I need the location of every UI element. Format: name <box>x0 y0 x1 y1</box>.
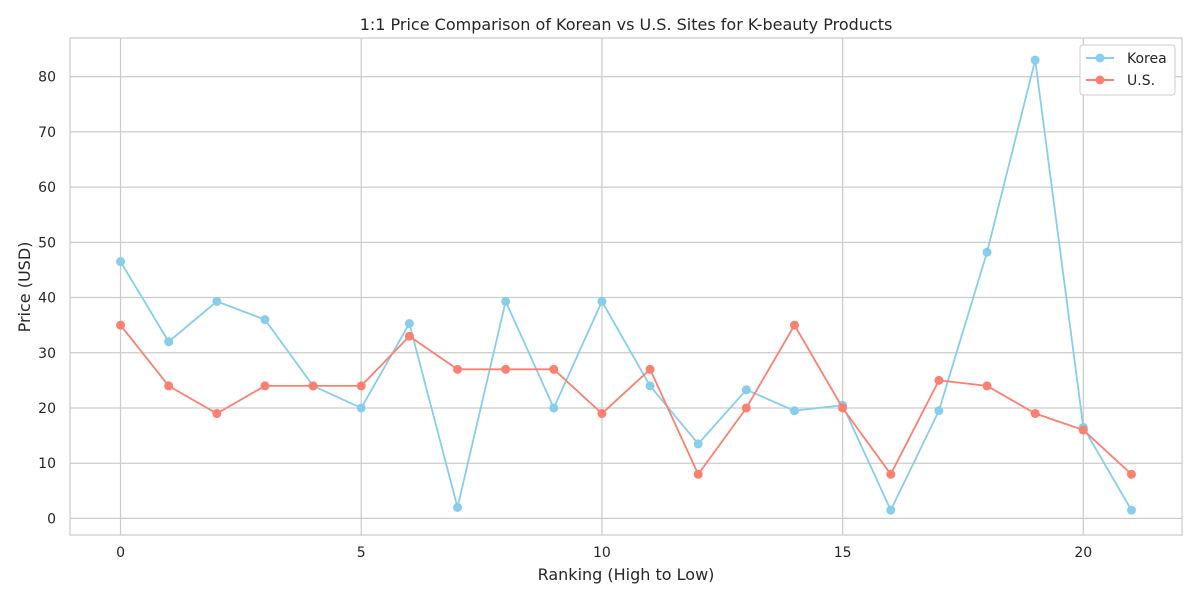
data-point-u-s <box>838 403 848 413</box>
data-point-korea <box>741 385 751 395</box>
data-point-korea <box>789 406 799 416</box>
data-point-u-s <box>1030 409 1040 419</box>
x-tick-label: 20 <box>1074 545 1092 561</box>
data-point-korea <box>693 439 703 449</box>
plot-frame <box>69 37 1183 536</box>
data-point-u-s <box>308 381 318 391</box>
x-tick-label: 0 <box>116 545 125 561</box>
legend-label-us: U.S. <box>1127 73 1155 89</box>
y-tick-label: 40 <box>38 291 56 307</box>
x-tick-label: 5 <box>357 545 366 561</box>
y-tick-label: 70 <box>38 125 56 141</box>
data-point-u-s <box>212 409 222 419</box>
chart-title: 1:1 Price Comparison of Korean vs U.S. S… <box>360 15 893 34</box>
data-point-u-s <box>982 381 992 391</box>
x-axis-label: Ranking (High to Low) <box>538 565 715 584</box>
data-point-korea <box>549 403 559 413</box>
y-tick-label: 0 <box>47 511 56 527</box>
data-point-u-s <box>164 381 174 391</box>
data-point-korea <box>501 296 511 306</box>
data-point-u-s <box>645 364 655 374</box>
data-point-korea <box>645 381 655 391</box>
legend-marker-us <box>1095 75 1105 85</box>
data-point-u-s <box>404 331 414 341</box>
data-point-u-s <box>501 364 511 374</box>
data-point-u-s <box>260 381 270 391</box>
plot-background <box>70 38 1182 535</box>
y-tick-label: 80 <box>38 70 56 86</box>
series-group <box>116 55 1136 515</box>
data-point-korea <box>260 315 270 325</box>
data-point-u-s <box>356 381 366 391</box>
data-point-korea <box>597 296 607 306</box>
legend-marker-korea <box>1095 53 1105 63</box>
data-point-u-s <box>693 469 703 479</box>
data-point-korea <box>164 337 174 347</box>
data-point-korea <box>886 505 896 515</box>
y-tick-label: 10 <box>38 456 56 472</box>
data-point-u-s <box>741 403 751 413</box>
y-axis-label: Price (USD) <box>15 242 34 333</box>
data-point-korea <box>934 406 944 416</box>
data-point-u-s <box>1078 425 1088 435</box>
x-tick-label: 15 <box>834 545 852 561</box>
y-tick-label: 20 <box>38 401 56 417</box>
data-point-u-s <box>116 320 126 330</box>
data-point-korea <box>212 296 222 306</box>
x-tick-label: 10 <box>593 545 611 561</box>
y-tick-label: 30 <box>38 346 56 362</box>
data-point-u-s <box>549 364 559 374</box>
data-point-korea <box>116 257 126 267</box>
data-point-korea <box>1126 505 1136 515</box>
data-point-korea <box>356 403 366 413</box>
data-point-u-s <box>453 364 463 374</box>
data-point-u-s <box>1126 469 1136 479</box>
data-point-korea <box>1030 55 1040 65</box>
data-point-korea <box>453 502 463 512</box>
data-point-u-s <box>934 375 944 385</box>
data-point-u-s <box>886 469 896 479</box>
data-point-korea <box>404 318 414 328</box>
legend: Korea U.S. <box>1079 44 1176 96</box>
series-line-korea <box>119 59 1133 513</box>
y-tick-label: 60 <box>38 180 56 196</box>
x-tick-labels: 0 5 10 15 20 <box>116 545 1092 561</box>
legend-label-korea: Korea <box>1127 51 1167 67</box>
y-tick-label: 50 <box>38 235 56 251</box>
grid-lines <box>70 38 1182 535</box>
data-point-korea <box>982 247 992 257</box>
series-line-u-s <box>119 323 1133 477</box>
y-tick-labels: 0 10 20 30 40 50 60 70 80 <box>38 70 56 528</box>
data-point-u-s <box>789 320 799 330</box>
data-point-u-s <box>597 409 607 419</box>
